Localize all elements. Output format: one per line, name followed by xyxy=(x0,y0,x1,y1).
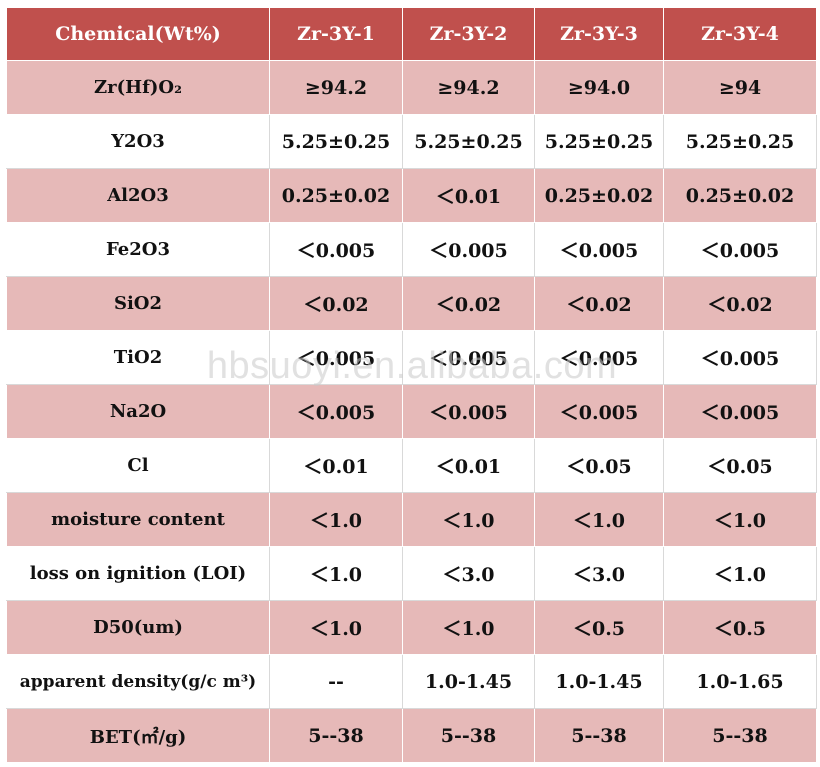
table-cell: 1.0-1.45 xyxy=(402,654,535,709)
table-cell: ＜0.01 xyxy=(402,168,535,223)
row-label: Na2O xyxy=(6,384,270,439)
row-label: apparent density(g/c m³) xyxy=(6,654,270,709)
table-cell: ＜0.005 xyxy=(534,222,664,277)
table-cell: ＜0.005 xyxy=(269,222,403,277)
header-zr-3y-2: Zr-3Y-2 xyxy=(402,7,535,61)
row-label: D50(um) xyxy=(6,600,270,655)
table-cell: 1.0-1.45 xyxy=(534,654,664,709)
table-row: Zr(Hf)O₂ ≥94.2 ≥94.2 ≥94.0 ≥94 xyxy=(6,60,817,115)
table-cell: 5.25±0.25 xyxy=(663,114,817,169)
table-cell: ≥94.2 xyxy=(402,60,535,115)
table-cell: ＜0.05 xyxy=(663,438,817,493)
table-cell: ＜0.005 xyxy=(269,330,403,385)
table-row: Cl ＜0.01 ＜0.01 ＜0.05 ＜0.05 xyxy=(6,438,817,493)
table-cell: 5.25±0.25 xyxy=(269,114,403,169)
table-cell: ＜0.01 xyxy=(269,438,403,493)
table-cell: ＜0.005 xyxy=(663,330,817,385)
table-cell: 5.25±0.25 xyxy=(402,114,535,169)
table-cell: ＜0.02 xyxy=(534,276,664,331)
table-cell: ＜0.005 xyxy=(663,222,817,277)
row-label: TiO2 xyxy=(6,330,270,385)
table-cell: ＜0.02 xyxy=(663,276,817,331)
row-label: SiO2 xyxy=(6,276,270,331)
table-cell: ＜0.5 xyxy=(663,600,817,655)
table-cell: ＜1.0 xyxy=(402,492,535,547)
table-cell: ＜1.0 xyxy=(663,492,817,547)
table-row: D50(um) ＜1.0 ＜1.0 ＜0.5 ＜0.5 xyxy=(6,600,817,655)
row-label: Al2O3 xyxy=(6,168,270,223)
table-cell: ＜0.01 xyxy=(402,438,535,493)
row-label: Zr(Hf)O₂ xyxy=(6,60,270,115)
table-cell: 0.25±0.02 xyxy=(269,168,403,223)
table-cell: ≥94.2 xyxy=(269,60,403,115)
row-label: Fe2O3 xyxy=(6,222,270,277)
table-row: BET(㎡/g) 5--38 5--38 5--38 5--38 xyxy=(6,708,817,763)
table-cell: 5--38 xyxy=(402,708,535,763)
table-cell: ＜0.005 xyxy=(269,384,403,439)
table-row: SiO2 ＜0.02 ＜0.02 ＜0.02 ＜0.02 xyxy=(6,276,817,331)
table-cell: 5--38 xyxy=(534,708,664,763)
table-cell: ＜1.0 xyxy=(534,492,664,547)
table-cell: ＜0.5 xyxy=(534,600,664,655)
table-cell: ＜3.0 xyxy=(402,546,535,601)
header-zr-3y-1: Zr-3Y-1 xyxy=(269,7,403,61)
table-cell: ＜0.02 xyxy=(402,276,535,331)
table-cell: ＜0.005 xyxy=(534,384,664,439)
table-row: TiO2 ＜0.005 ＜0.005 ＜0.005 ＜0.005 xyxy=(6,330,817,385)
table-cell: ＜0.005 xyxy=(402,330,535,385)
table-row: loss on ignition (LOI) ＜1.0 ＜3.0 ＜3.0 ＜1… xyxy=(6,546,817,601)
table-cell: ＜0.05 xyxy=(534,438,664,493)
table-row: Fe2O3 ＜0.005 ＜0.005 ＜0.005 ＜0.005 xyxy=(6,222,817,277)
table-cell: 5.25±0.25 xyxy=(534,114,664,169)
table-row: moisture content ＜1.0 ＜1.0 ＜1.0 ＜1.0 xyxy=(6,492,817,547)
table-cell: ＜0.005 xyxy=(402,222,535,277)
table-row: apparent density(g/c m³) -- 1.0-1.45 1.0… xyxy=(6,654,817,709)
table-cell: 0.25±0.02 xyxy=(663,168,817,223)
row-label: moisture content xyxy=(6,492,270,547)
table-cell: ＜3.0 xyxy=(534,546,664,601)
table-cell: 5--38 xyxy=(663,708,817,763)
row-label: Y2O3 xyxy=(6,114,270,169)
table-row: Na2O ＜0.005 ＜0.005 ＜0.005 ＜0.005 xyxy=(6,384,817,439)
table-cell: ＜0.02 xyxy=(269,276,403,331)
table-cell: 1.0-1.65 xyxy=(663,654,817,709)
table-cell: ＜1.0 xyxy=(269,546,403,601)
table-cell: ＜1.0 xyxy=(269,492,403,547)
table-cell: ≥94.0 xyxy=(534,60,664,115)
header-zr-3y-4: Zr-3Y-4 xyxy=(663,7,817,61)
row-label: loss on ignition (LOI) xyxy=(6,546,270,601)
header-chemical: Chemical(Wt%) xyxy=(6,7,270,61)
table-cell: ＜1.0 xyxy=(402,600,535,655)
table-cell: ＜1.0 xyxy=(663,546,817,601)
table-cell: -- xyxy=(269,654,403,709)
table-cell: 5--38 xyxy=(269,708,403,763)
row-label: Cl xyxy=(6,438,270,493)
table-row: Al2O3 0.25±0.02 ＜0.01 0.25±0.02 0.25±0.0… xyxy=(6,168,817,223)
table-cell: ＜0.005 xyxy=(402,384,535,439)
chemical-spec-table: Chemical(Wt%) Zr-3Y-1 Zr-3Y-2 Zr-3Y-3 Zr… xyxy=(6,7,817,763)
table-cell: ＜0.005 xyxy=(534,330,664,385)
header-zr-3y-3: Zr-3Y-3 xyxy=(534,7,664,61)
row-label: BET(㎡/g) xyxy=(6,708,270,763)
table-cell: ＜0.005 xyxy=(663,384,817,439)
table-header-row: Chemical(Wt%) Zr-3Y-1 Zr-3Y-2 Zr-3Y-3 Zr… xyxy=(6,7,817,61)
table-row: Y2O3 5.25±0.25 5.25±0.25 5.25±0.25 5.25±… xyxy=(6,114,817,169)
table-cell: ≥94 xyxy=(663,60,817,115)
table-cell: ＜1.0 xyxy=(269,600,403,655)
table-cell: 0.25±0.02 xyxy=(534,168,664,223)
